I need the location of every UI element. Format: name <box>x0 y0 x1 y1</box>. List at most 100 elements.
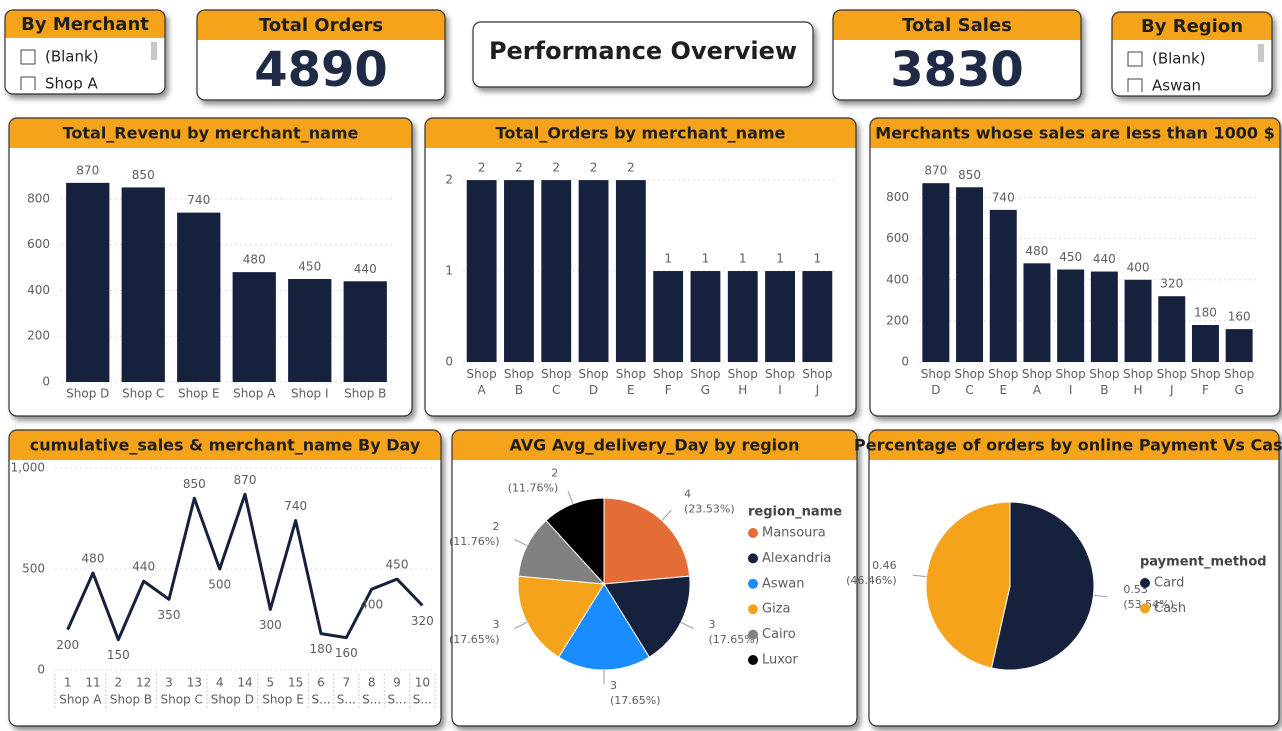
data-label: 200 <box>56 638 79 652</box>
x-tick-label: 15 <box>288 676 303 690</box>
x-tick-label: Shop A <box>1022 367 1052 397</box>
x-tick-label: Shop G <box>1224 367 1254 397</box>
slicer-item[interactable]: Aswan <box>1152 77 1201 95</box>
x-tick-label: 11 <box>85 676 100 690</box>
data-label: 850 <box>958 168 981 182</box>
panel-border <box>832 9 1082 101</box>
data-label: 1 <box>664 252 672 266</box>
x-tick-label: 5 <box>267 676 275 690</box>
y-tick-label: 0 <box>445 355 453 369</box>
bar <box>1124 279 1152 362</box>
checkbox[interactable] <box>20 49 36 65</box>
x-tick-label: 7 <box>343 676 351 690</box>
x-tick-label: Shop E <box>178 387 220 401</box>
checkbox[interactable] <box>1127 78 1143 93</box>
data-label: 400 <box>360 598 383 612</box>
panel-border <box>868 429 1280 727</box>
panel-title: By Region <box>1141 16 1243 37</box>
bar <box>343 281 387 382</box>
legend-swatch <box>748 553 758 564</box>
panel-border <box>451 429 858 727</box>
x-tick-label: 1 <box>64 676 72 690</box>
panel-header <box>870 133 1280 148</box>
data-label: 870 <box>76 163 99 177</box>
panel-header <box>5 24 165 38</box>
legend-label: Luxor <box>762 653 799 668</box>
slicer-items: (Blank) Shop A <box>20 48 99 93</box>
pie-slice <box>517 519 606 585</box>
x-group-label: S... <box>311 693 330 707</box>
bar <box>802 271 833 362</box>
y-tick-label: 600 <box>27 237 50 251</box>
pie-slice <box>545 497 605 586</box>
panel-title: Merchants whose sales are less than 1000… <box>875 124 1274 143</box>
data-label: 320 <box>1160 277 1183 291</box>
panel <box>472 21 814 88</box>
x-group-label: Shop A <box>59 693 102 707</box>
slicer-item[interactable]: (Blank) <box>45 48 99 66</box>
legend-label: Alexandria <box>762 551 831 566</box>
data-label: 400 <box>1127 260 1150 274</box>
card-value: 4890 <box>254 42 388 98</box>
scrollbar <box>1258 44 1264 62</box>
data-label: 480 <box>82 552 105 566</box>
data-label: 320 <box>411 614 434 628</box>
slicer-item[interactable]: Shop A <box>45 75 98 93</box>
pie-slice <box>603 575 691 658</box>
x-tick-label: 10 <box>415 676 430 690</box>
slicer-items: (Blank) Aswan <box>1127 50 1206 95</box>
x-tick-label: 6 <box>317 676 325 690</box>
leader-line <box>567 490 574 504</box>
checkbox[interactable] <box>20 76 36 91</box>
data-label: 740 <box>187 193 210 207</box>
y-tick-label: 400 <box>886 272 909 286</box>
bar <box>727 271 758 362</box>
x-tick-label: Shop C <box>541 367 571 397</box>
y-tick-label: 0 <box>901 355 909 369</box>
x-group-label: Shop E <box>262 693 304 707</box>
x-tick-label: Shop H <box>728 367 758 397</box>
y-tick-label: 2 <box>445 173 453 187</box>
slicer-item[interactable]: (Blank) <box>1152 50 1206 68</box>
panel-border <box>869 117 1281 417</box>
data-label: 440 <box>354 262 377 276</box>
leader-line <box>912 574 927 578</box>
panel <box>1111 11 1273 97</box>
data-label: 2 (11.76%) <box>449 520 500 548</box>
bar <box>765 271 795 362</box>
bar <box>288 279 332 382</box>
data-label: 2 <box>590 161 598 175</box>
pie-slice <box>558 583 650 671</box>
y-tick-label: 400 <box>27 283 50 297</box>
x-tick-label: Shop H <box>1123 367 1153 397</box>
panel <box>4 9 166 95</box>
line <box>66 492 424 642</box>
data-label: 150 <box>107 648 130 662</box>
legend-label: Mansoura <box>762 526 826 541</box>
data-label: 1 <box>739 252 747 266</box>
bar <box>956 187 984 362</box>
y-tick-label: 1 <box>445 264 453 278</box>
legend-title: region_name <box>748 505 842 520</box>
legend-label: Cairo <box>762 627 796 642</box>
x-tick-label: 9 <box>393 676 401 690</box>
panel-title: cumulative_sales & merchant_name By Day <box>30 436 421 455</box>
bar <box>578 180 609 362</box>
pie-slice <box>990 501 1095 671</box>
data-label: 1 <box>814 252 822 266</box>
legend-swatch <box>748 604 758 615</box>
panel-header <box>197 25 445 40</box>
data-label: 450 <box>1059 250 1082 264</box>
bar <box>466 180 497 362</box>
leader-line <box>661 509 672 521</box>
x-group-label: Shop C <box>160 693 202 707</box>
panel-title: AVG Avg_delivery_Day by region <box>509 436 799 455</box>
legend-swatch <box>748 528 758 538</box>
bar <box>1191 325 1219 362</box>
checkbox[interactable] <box>1127 51 1143 67</box>
panel-bg <box>9 430 441 726</box>
data-label: 450 <box>298 260 321 274</box>
panel <box>832 9 1082 101</box>
x-tick-label: 8 <box>368 676 376 690</box>
